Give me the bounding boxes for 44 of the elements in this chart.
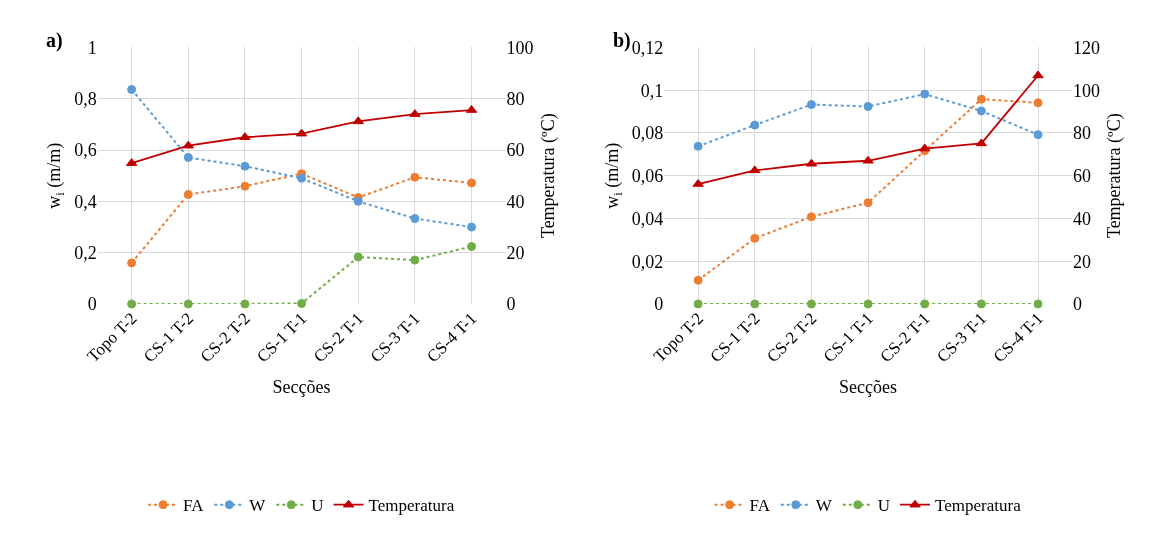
legend-label: Temperatura xyxy=(368,496,455,516)
y2-tick-label: 100 xyxy=(506,37,534,58)
y2-tick-label: 20 xyxy=(506,242,525,263)
x-axis-title: Secções xyxy=(839,377,898,398)
y2-tick-label: 40 xyxy=(1073,208,1092,229)
legend-label: W xyxy=(249,496,267,516)
y-tick-label: 1 xyxy=(87,37,97,58)
legend-label: FA xyxy=(183,496,205,516)
y2-tick-label: 60 xyxy=(506,140,525,161)
y2-tick-label: 0 xyxy=(506,294,516,315)
y-tick-label: 0 xyxy=(654,294,664,315)
y2-tick-label: 0 xyxy=(1073,294,1083,315)
x-axis-title: Secções xyxy=(272,377,331,398)
x-tick-label: CS-1 T-2 xyxy=(706,308,764,367)
y2-axis-title: Temperatura (ºC) xyxy=(1104,113,1126,239)
y-tick-label: 0 xyxy=(87,294,97,315)
y-tick-label: 0,4 xyxy=(74,191,97,212)
y2-tick-label: 80 xyxy=(1073,123,1092,144)
y-tick-label: 0,08 xyxy=(631,123,664,144)
chart-title: b) xyxy=(613,29,631,52)
y-tick-label: 0,06 xyxy=(631,166,664,187)
y-tick-label: 0,2 xyxy=(74,242,97,263)
y-tick-label: 0,6 xyxy=(74,140,97,161)
y-tick-label: 0,8 xyxy=(74,89,97,110)
y-tick-label: 0,12 xyxy=(631,37,664,58)
x-tick-label: CS-1 T-2 xyxy=(139,308,198,367)
x-tick-label: CS-1 T-1 xyxy=(253,308,311,367)
y2-axis-title: Temperatura (ºC) xyxy=(537,113,559,239)
y-tick-label: 0,02 xyxy=(631,251,664,272)
y-tick-label: 0,1 xyxy=(640,80,664,101)
y2-tick-label: 120 xyxy=(1073,37,1101,58)
chart-title: a) xyxy=(46,29,63,52)
y2-tick-label: 20 xyxy=(1073,251,1092,272)
y2-tick-label: 40 xyxy=(506,191,525,212)
y-tick-label: 0,04 xyxy=(631,208,664,229)
y2-tick-label: 80 xyxy=(506,89,525,110)
y2-tick-label: 60 xyxy=(1073,166,1092,187)
legend-label: W xyxy=(815,496,833,516)
x-tick-label: CS-1 T-1 xyxy=(819,308,877,367)
legend-label: U xyxy=(877,496,891,516)
legend-label: FA xyxy=(749,496,771,516)
legend-label: U xyxy=(311,496,324,516)
legend-label: Temperatura xyxy=(935,496,1022,516)
y2-tick-label: 100 xyxy=(1073,80,1101,101)
